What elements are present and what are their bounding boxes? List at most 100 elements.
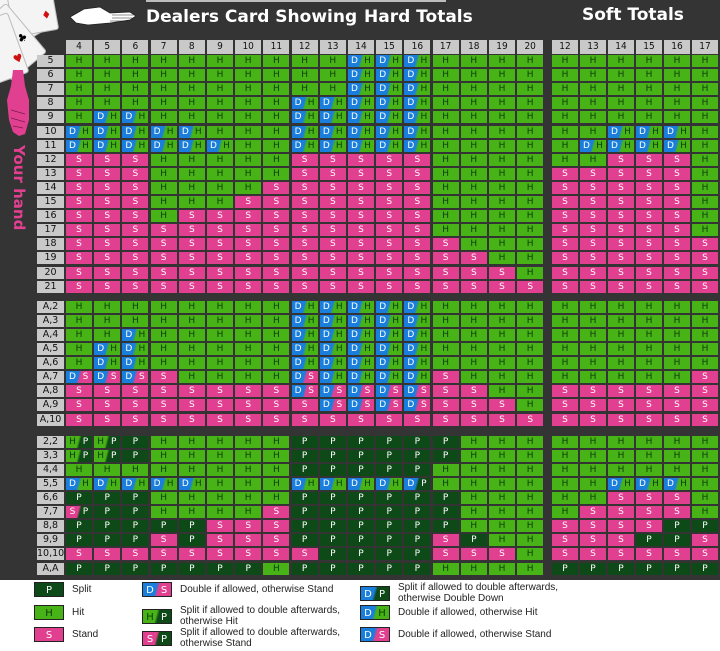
strategy-cell: H xyxy=(692,167,718,180)
strategy-cell: P xyxy=(150,520,177,533)
strategy-cell: H xyxy=(460,300,487,313)
strategy-cell: S xyxy=(348,413,374,426)
strategy-cell: H xyxy=(460,314,487,327)
strategy-cell: H xyxy=(664,449,690,462)
strategy-cell: H xyxy=(432,125,459,138)
strategy-cell: S xyxy=(291,238,318,251)
strategy-cell: H xyxy=(664,55,690,67)
strategy-cell: S xyxy=(150,548,177,561)
strategy-cell: H xyxy=(150,328,177,341)
strategy-cell: S xyxy=(636,520,662,533)
strategy-cell: H xyxy=(263,83,290,96)
strategy-cell: H xyxy=(319,55,346,67)
strategy-cell: H xyxy=(178,463,205,476)
strategy-cell: S xyxy=(460,413,487,426)
strategy-cell: S xyxy=(432,238,459,251)
strategy-cell: S xyxy=(692,534,718,547)
strategy-cell: H xyxy=(291,83,318,96)
strategy-cell: P xyxy=(348,463,374,476)
strategy-cell: H xyxy=(150,69,177,82)
strategy-cell: H xyxy=(150,435,177,448)
strategy-cell: H xyxy=(517,463,544,476)
strategy-cell: H xyxy=(664,300,690,313)
strategy-cell: S xyxy=(636,252,662,265)
strategy-cell: H xyxy=(664,371,690,384)
player-hand-label: 18 xyxy=(37,238,64,251)
strategy-cell: H xyxy=(66,97,92,110)
strategy-cell: H xyxy=(66,314,92,327)
strategy-cell: S xyxy=(319,210,346,223)
strategy-cell: S xyxy=(608,167,634,180)
strategy-cell: P xyxy=(122,435,149,448)
strategy-cell: S xyxy=(608,210,634,223)
strategy-cell: H xyxy=(235,463,262,476)
hard-totals-title: Hard Totals xyxy=(364,7,473,27)
dealer-card-header: 5 xyxy=(94,40,121,54)
dealer-card-header: 9 xyxy=(207,40,233,54)
strategy-cell: S xyxy=(636,196,662,208)
strategy-cell: H xyxy=(150,357,177,370)
strategy-cell: S xyxy=(291,181,318,194)
strategy-cell: S xyxy=(263,548,290,561)
strategy-cell: P xyxy=(404,492,431,504)
strategy-cell: S xyxy=(376,224,403,237)
strategy-cell: H xyxy=(460,153,487,166)
strategy-cell: H xyxy=(580,343,606,355)
strategy-cell: H xyxy=(489,371,515,384)
strategy-cell: H xyxy=(552,477,578,490)
strategy-cell: H xyxy=(319,69,346,82)
strategy-cell: P xyxy=(580,562,606,575)
strategy-cell: S xyxy=(432,385,459,398)
strategy-cell: S xyxy=(207,385,233,398)
strategy-cell: S xyxy=(291,280,318,293)
strategy-cell: S xyxy=(122,238,149,251)
strategy-cell: S xyxy=(552,534,578,547)
player-hand-label: 13 xyxy=(37,167,64,180)
strategy-cell: S xyxy=(692,371,718,384)
strategy-cell: S xyxy=(66,385,92,398)
strategy-cell: H xyxy=(150,55,177,67)
strategy-cell: S xyxy=(348,181,374,194)
dealer-card-header: 11 xyxy=(263,40,290,54)
strategy-cell: S xyxy=(348,153,374,166)
strategy-cell: P xyxy=(692,520,718,533)
strategy-cell: H xyxy=(664,343,690,355)
player-hand-label: 3,3 xyxy=(37,449,64,462)
strategy-cell: H xyxy=(432,196,459,208)
strategy-cell: S xyxy=(94,238,121,251)
strategy-cell: S xyxy=(66,266,92,279)
strategy-cell: H xyxy=(432,357,459,370)
strategy-cell: S xyxy=(319,224,346,237)
strategy-cell: H xyxy=(319,83,346,96)
player-hand-label: 8,8 xyxy=(37,520,64,533)
strategy-cell: S xyxy=(636,280,662,293)
strategy-cell: S xyxy=(636,506,662,519)
strategy-cell: H xyxy=(517,139,544,152)
strategy-cell: S xyxy=(404,266,431,279)
dealer-card-header: 19 xyxy=(489,40,515,54)
player-hand-label: 6 xyxy=(37,69,64,82)
strategy-cell: P xyxy=(348,548,374,561)
strategy-cell: H xyxy=(608,111,634,124)
strategy-cell: H xyxy=(432,328,459,341)
strategy-cell: S xyxy=(291,548,318,561)
strategy-cell: H xyxy=(66,463,92,476)
strategy-cell: H xyxy=(460,449,487,462)
strategy-cell: H xyxy=(489,534,515,547)
strategy-cell: H xyxy=(178,196,205,208)
